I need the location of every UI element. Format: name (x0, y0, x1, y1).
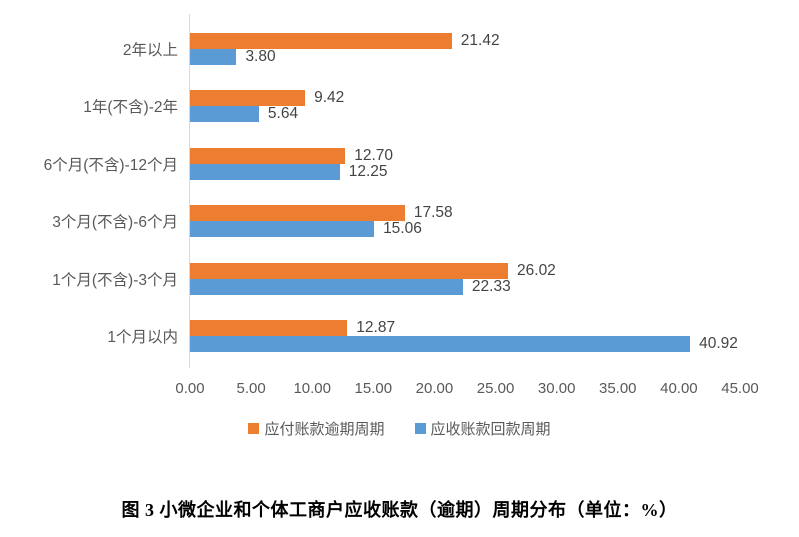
receivable-collection-bar (190, 48, 237, 65)
category-label: 1年(不含)-2年 (83, 99, 178, 117)
bar-group-payable-overdue: 21.42 (190, 31, 740, 49)
category-group: 1年(不含)-2年 9.42 5.64 (83, 78, 740, 136)
bar-group-payable-overdue: 26.02 (190, 261, 740, 279)
category-group: 3个月(不含)-6个月 17.58 15.06 (52, 193, 740, 251)
x-tick-label: 15.00 (354, 380, 393, 397)
receivable-collection-bar (190, 221, 375, 238)
value-label: 15.06 (383, 220, 422, 238)
legend-item-receivable-collection: 应收账款回款周期 (414, 418, 551, 439)
category-group: 1个月以内 12.87 40.92 (107, 308, 740, 366)
category-label: 6个月(不含)-12个月 (43, 156, 178, 174)
x-tick-label: 5.00 (236, 380, 266, 397)
payable-overdue-bar (190, 320, 348, 337)
x-tick-label: 20.00 (415, 380, 454, 397)
bar-group-payable-overdue: 12.70 (190, 146, 740, 164)
x-tick-label: 30.00 (537, 380, 576, 397)
legend-label: 应收账款回款周期 (430, 421, 551, 438)
bar-group-payable-overdue: 12.87 (190, 319, 740, 337)
receivable-collection-bar (190, 163, 340, 180)
category-label: 1个月(不含)-3个月 (52, 271, 178, 289)
value-label: 9.42 (314, 89, 345, 107)
x-tick-label: 35.00 (598, 380, 637, 397)
value-label: 5.64 (267, 105, 299, 123)
value-label: 3.80 (245, 47, 276, 65)
bar-group-payable-overdue: 17.58 (190, 204, 740, 222)
legend-item-payable-overdue: 应付账款逾期周期 (248, 418, 385, 439)
payable-overdue-bar (190, 90, 306, 107)
figure-caption: 图 3 小微企业和个体工商户应收账款（逾期）周期分布（单位：%） (121, 500, 678, 520)
legend-label: 应付账款逾期周期 (264, 421, 385, 438)
y-axis-line (189, 14, 190, 368)
x-tick-label: 45.00 (721, 380, 759, 397)
value-label: 26.02 (517, 261, 556, 279)
bar-chart: 2年以上 21.42 3.80 1年(不含)-2年 9.42 5.64 6个月(不含)-12… (0, 14, 799, 439)
category-group: 6个月(不含)-12个月 12.70 12.25 (44, 135, 740, 193)
category-group: 2年以上 21.42 3.80 (123, 20, 740, 78)
value-label: 12.70 (354, 146, 394, 164)
bar-group-receivable-collection: 15.06 (190, 220, 740, 238)
x-tick-label: 0.00 (175, 380, 205, 397)
category-label: 2年以上 (122, 41, 178, 59)
x-axis: 0.00 5.00 10.00 15.00 20.00 25.00 30.00 35.00 40… (175, 380, 758, 400)
payable-overdue-bar (190, 147, 346, 164)
legend-swatch-icon (248, 423, 260, 434)
receivable-collection-bar (190, 336, 691, 353)
receivable-collection-bar (190, 278, 463, 295)
bar-group-receivable-collection: 22.33 (190, 277, 740, 295)
bar-group-receivable-collection: 3.80 (190, 47, 740, 65)
value-label: 22.33 (471, 277, 511, 295)
payable-overdue-bar (190, 32, 452, 49)
legend-swatch-icon (414, 423, 426, 434)
value-label: 12.87 (356, 319, 396, 337)
value-label: 21.42 (460, 31, 500, 49)
bar-group-receivable-collection: 12.25 (190, 162, 740, 180)
payable-overdue-bar (190, 262, 509, 279)
bar-group-receivable-collection: 5.64 (190, 105, 740, 123)
value-label: 40.92 (699, 335, 738, 353)
x-tick-label: 40.00 (660, 380, 698, 397)
receivable-collection-bar (190, 106, 259, 123)
category-label: 1个月以内 (107, 329, 178, 347)
value-label: 17.58 (413, 204, 453, 222)
value-label: 12.25 (348, 162, 388, 180)
plot-area: 2年以上 21.42 3.80 1年(不含)-2年 9.42 5.64 6个月(不含)-12… (44, 20, 740, 366)
category-label: 3个月(不含)-6个月 (52, 214, 178, 232)
category-group: 1个月(不含)-3个月 26.02 22.33 (52, 250, 740, 308)
x-tick-label: 25.00 (476, 380, 515, 397)
bar-group-payable-overdue: 9.42 (190, 89, 740, 107)
x-tick-label: 10.00 (293, 380, 331, 397)
payable-overdue-bar (190, 205, 405, 222)
bar-group-receivable-collection: 40.92 (190, 335, 740, 353)
legend: 应付账款逾期周期 应收账款回款周期 (0, 418, 799, 439)
